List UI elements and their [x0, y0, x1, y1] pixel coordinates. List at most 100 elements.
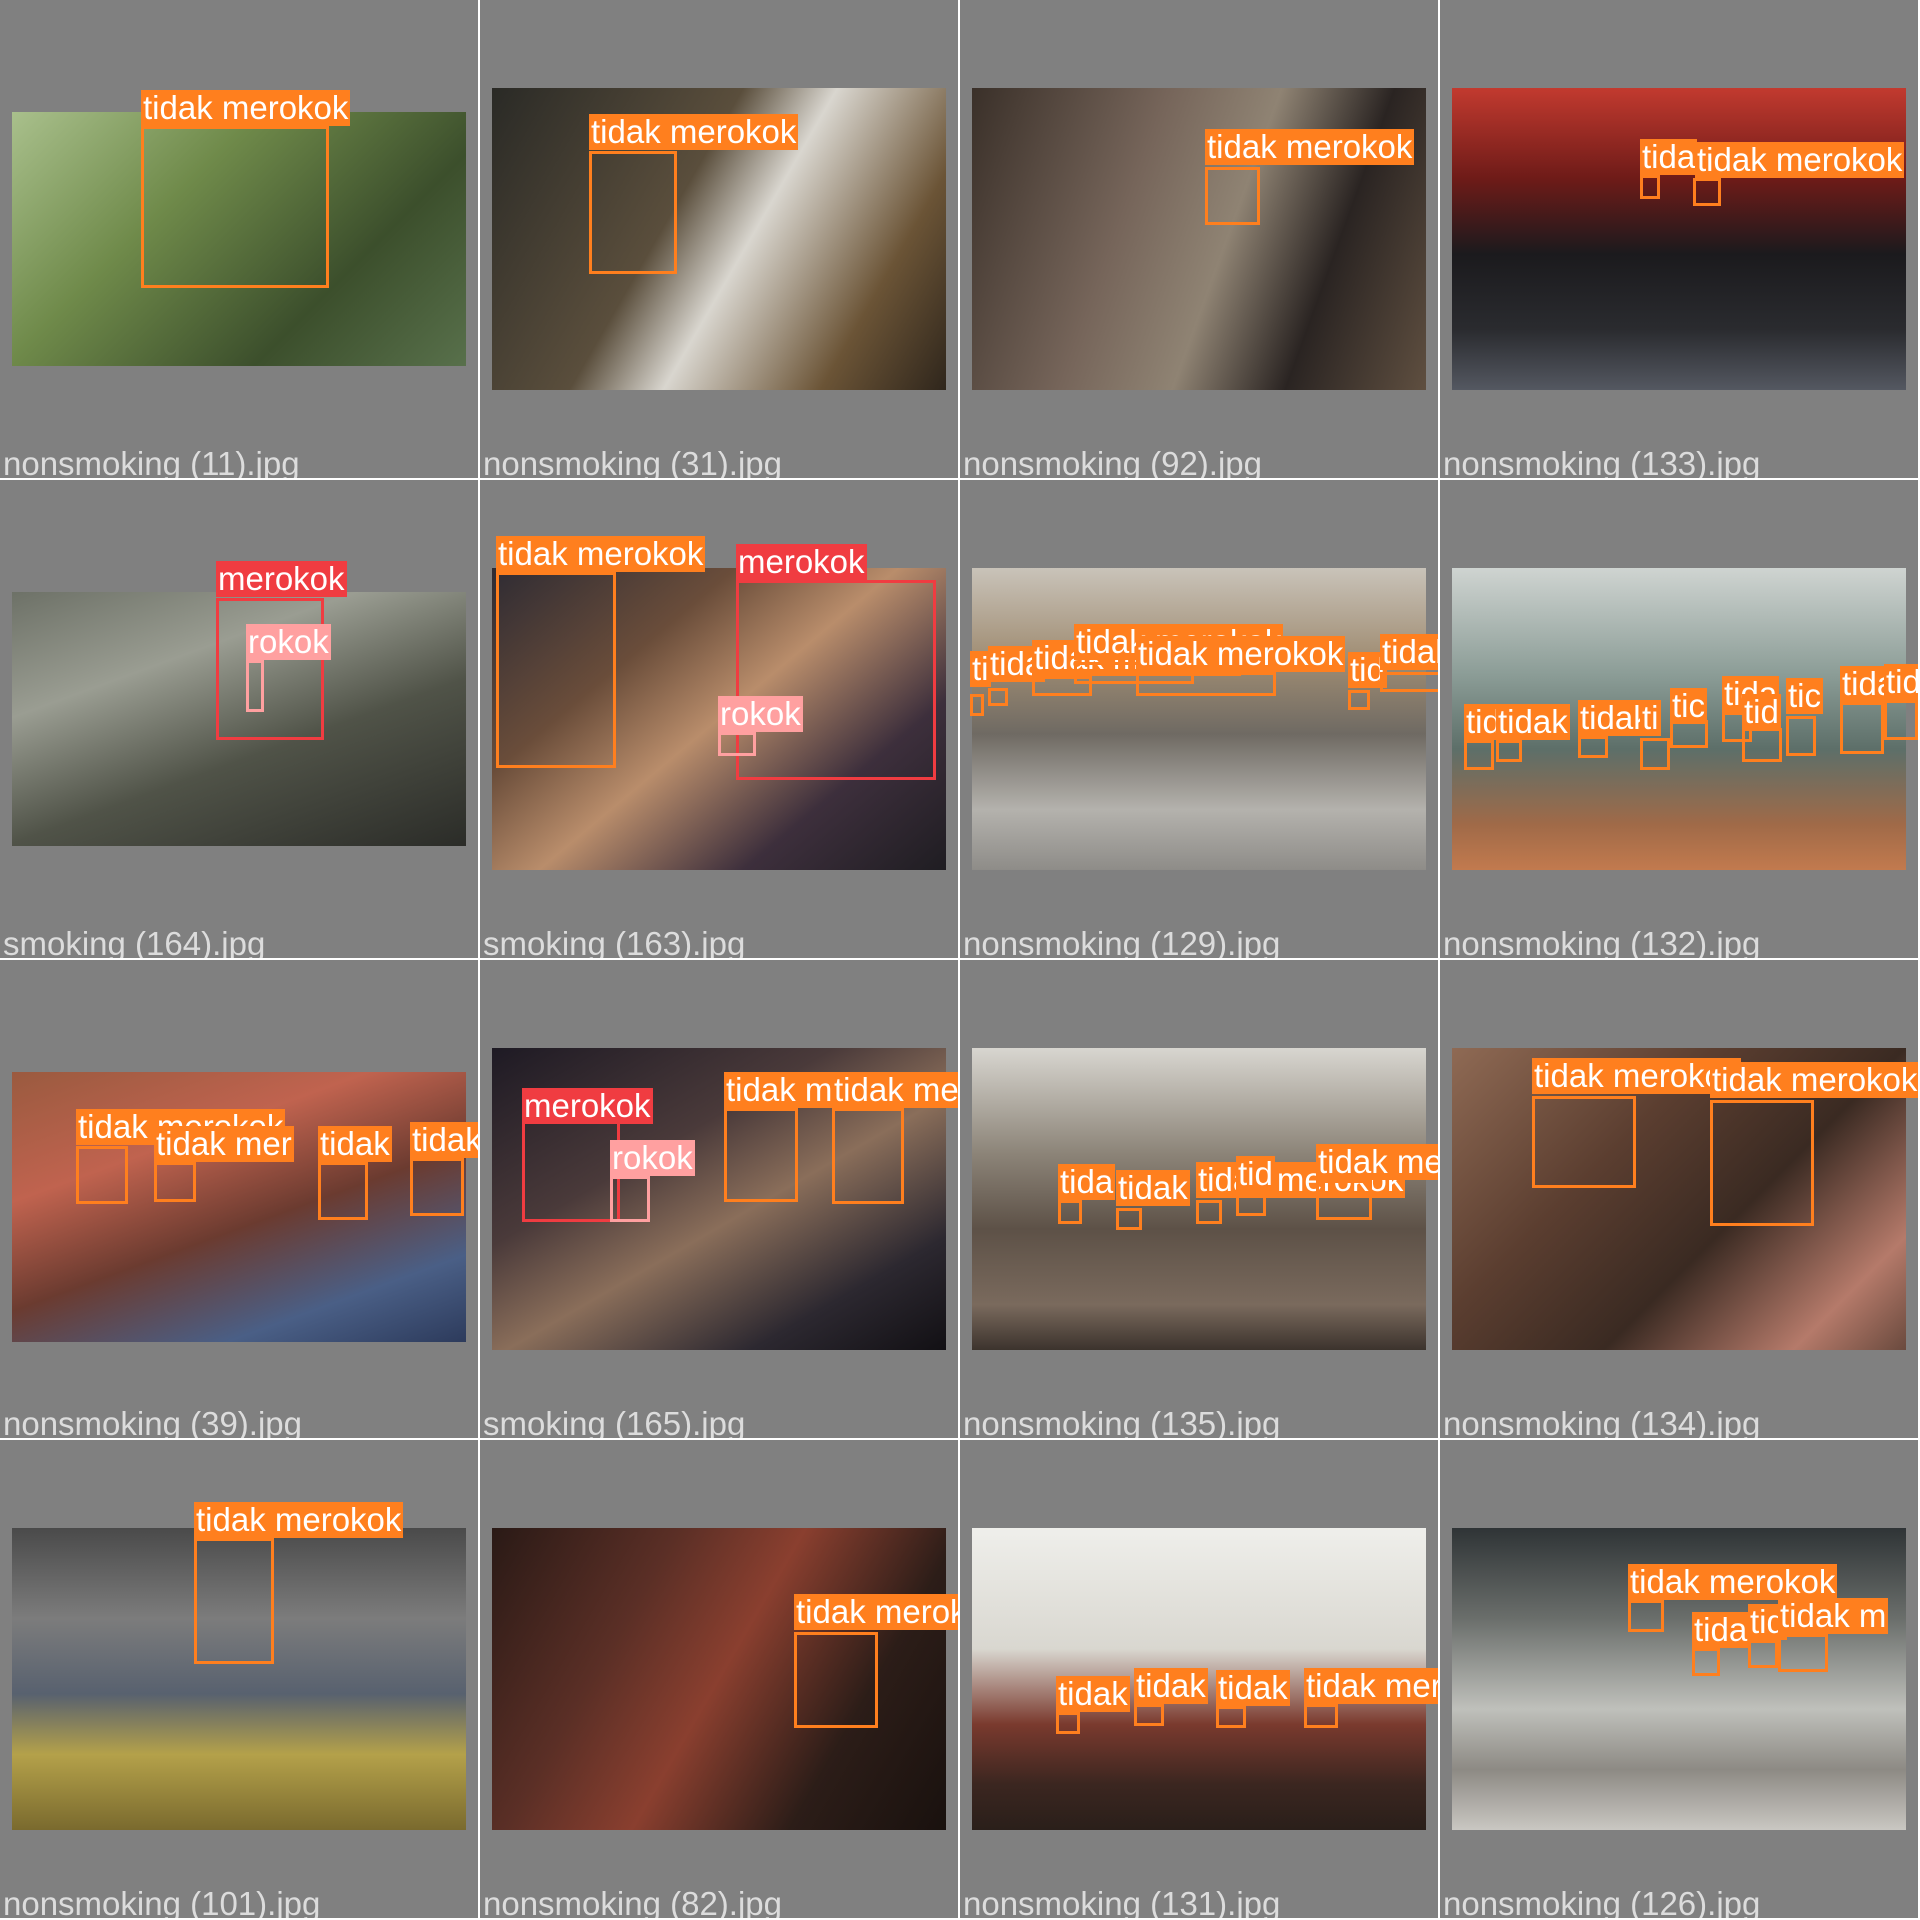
- detection-box: [1742, 728, 1782, 762]
- detection-box: [1134, 1704, 1164, 1726]
- detection-label: tic: [1786, 677, 1823, 714]
- tile: tidak merokok tida tid tidak m nonsmoking (1…: [1440, 1440, 1918, 1918]
- detection-box: [154, 1162, 196, 1202]
- detection-label: merokok: [216, 560, 347, 597]
- tile: tidak merokok merokok rokok smoking (163).j…: [480, 480, 958, 958]
- detection-box: [1196, 1200, 1222, 1224]
- detection-box: [216, 598, 324, 740]
- tile: tidak merokok tidak merokok nonsmoking (13…: [1440, 960, 1918, 1438]
- detection-label: tidak merokok: [1695, 141, 1905, 178]
- detection-box: [1380, 672, 1438, 692]
- detection-label: rokok: [246, 623, 331, 660]
- detection-box: [1532, 1096, 1636, 1188]
- detection-box: [1348, 690, 1370, 710]
- detection-box: [589, 151, 677, 274]
- detection-box: [1670, 720, 1708, 748]
- tile: tidak merokok nonsmoking (101).jpg: [0, 1440, 478, 1918]
- tile-filename: nonsmoking (126).jpg: [1443, 1885, 1761, 1918]
- detection-label: tidak merokok: [194, 1501, 404, 1538]
- tile-photo: [1452, 1048, 1906, 1350]
- detection-box: [194, 1538, 274, 1664]
- detection-box: [1464, 740, 1494, 770]
- detection-label: tidak: [1056, 1675, 1130, 1712]
- tile-filename: nonsmoking (101).jpg: [3, 1885, 321, 1918]
- detection-label: tid: [1236, 1155, 1275, 1192]
- detection-box: [1205, 167, 1260, 225]
- tile-filename: smoking (164).jpg: [3, 925, 266, 958]
- detection-box: [1058, 1200, 1082, 1224]
- detection-box: [318, 1162, 368, 1220]
- tile: merokok rokok smoking (164).jpg: [0, 480, 478, 958]
- detection-box: [1884, 700, 1918, 740]
- tile-photo: [1452, 88, 1906, 390]
- tile-filename: nonsmoking (82).jpg: [483, 1885, 782, 1918]
- detection-box: [1056, 1712, 1080, 1734]
- detection-box: [718, 732, 756, 756]
- tile-filename: smoking (163).jpg: [483, 925, 746, 958]
- tile-photo: [972, 568, 1426, 870]
- detection-box: [988, 688, 1008, 706]
- detection-label: merokok: [522, 1087, 653, 1124]
- detection-label: tidak merokok: [1380, 634, 1438, 670]
- detection-label: merokok: [736, 543, 867, 580]
- detection-box: [1692, 1648, 1720, 1676]
- tile-photo: [972, 1048, 1426, 1350]
- detection-label: tidak merokok: [496, 535, 706, 572]
- detection-label: tidak: [318, 1125, 392, 1162]
- detection-label: tidak merokok: [1136, 635, 1346, 672]
- tile-filename: nonsmoking (92).jpg: [963, 445, 1262, 478]
- detection-label: tidak: [1216, 1669, 1290, 1706]
- detection-label: tic: [1670, 687, 1707, 724]
- detection-label: rokok: [718, 695, 803, 732]
- detection-box: [141, 126, 329, 288]
- detection-label: tidak merokok: [832, 1072, 958, 1108]
- detection-label: tidak merokok: [1316, 1144, 1438, 1180]
- detection-box: [76, 1146, 128, 1204]
- detection-box: [794, 1632, 878, 1728]
- detection-label: tida: [1640, 138, 1698, 175]
- tile-filename: nonsmoking (11).jpg: [3, 445, 300, 478]
- tile-filename: nonsmoking (135).jpg: [963, 1405, 1281, 1438]
- tile-photo: [12, 1528, 466, 1830]
- tile: tidak merokok nonsmoking (92).jpg: [960, 0, 1438, 478]
- detection-box: [1778, 1634, 1828, 1672]
- tile-filename: nonsmoking (132).jpg: [1443, 925, 1761, 958]
- tile: tidak merokok nonsmoking (31).jpg: [480, 0, 958, 478]
- tile: tidak merokok nonsmoking (82).jpg: [480, 1440, 958, 1918]
- detection-label: tidak merokok: [1304, 1668, 1438, 1704]
- detection-box: [1316, 1180, 1372, 1220]
- detection-box: [1236, 1192, 1266, 1216]
- detection-box: [246, 660, 264, 712]
- detection-label: tidak merokok: [589, 113, 799, 150]
- detection-box: [1116, 1208, 1142, 1230]
- detection-label: tidak merokok: [1628, 1563, 1838, 1600]
- detection-box: [832, 1108, 904, 1204]
- tile-photo: [492, 1528, 946, 1830]
- tile-filename: nonsmoking (39).jpg: [3, 1405, 302, 1438]
- tile: tida tidak merokok nonsmoking (133).jpg: [1440, 0, 1918, 478]
- detection-label: ti: [1640, 699, 1661, 736]
- detection-box: [1304, 1704, 1338, 1728]
- detection-label: ti: [970, 650, 991, 687]
- tile-filename: smoking (165).jpg: [483, 1405, 746, 1438]
- tile-photo: [12, 592, 466, 846]
- detection-label: tidak m: [1778, 1597, 1889, 1634]
- detection-box: [736, 580, 936, 780]
- detection-box: [1710, 1100, 1814, 1226]
- detection-box: [1640, 175, 1660, 199]
- detection-box: [724, 1108, 798, 1202]
- detection-label: tidak merokok: [1710, 1061, 1918, 1098]
- tile-filename: nonsmoking (133).jpg: [1443, 445, 1761, 478]
- detection-box: [1693, 178, 1721, 206]
- detection-label: tida: [1884, 664, 1918, 700]
- detection-box: [1748, 1640, 1778, 1668]
- detection-box: [1840, 702, 1884, 754]
- tile-filename: nonsmoking (134).jpg: [1443, 1405, 1761, 1438]
- detection-label: tid: [1742, 693, 1781, 730]
